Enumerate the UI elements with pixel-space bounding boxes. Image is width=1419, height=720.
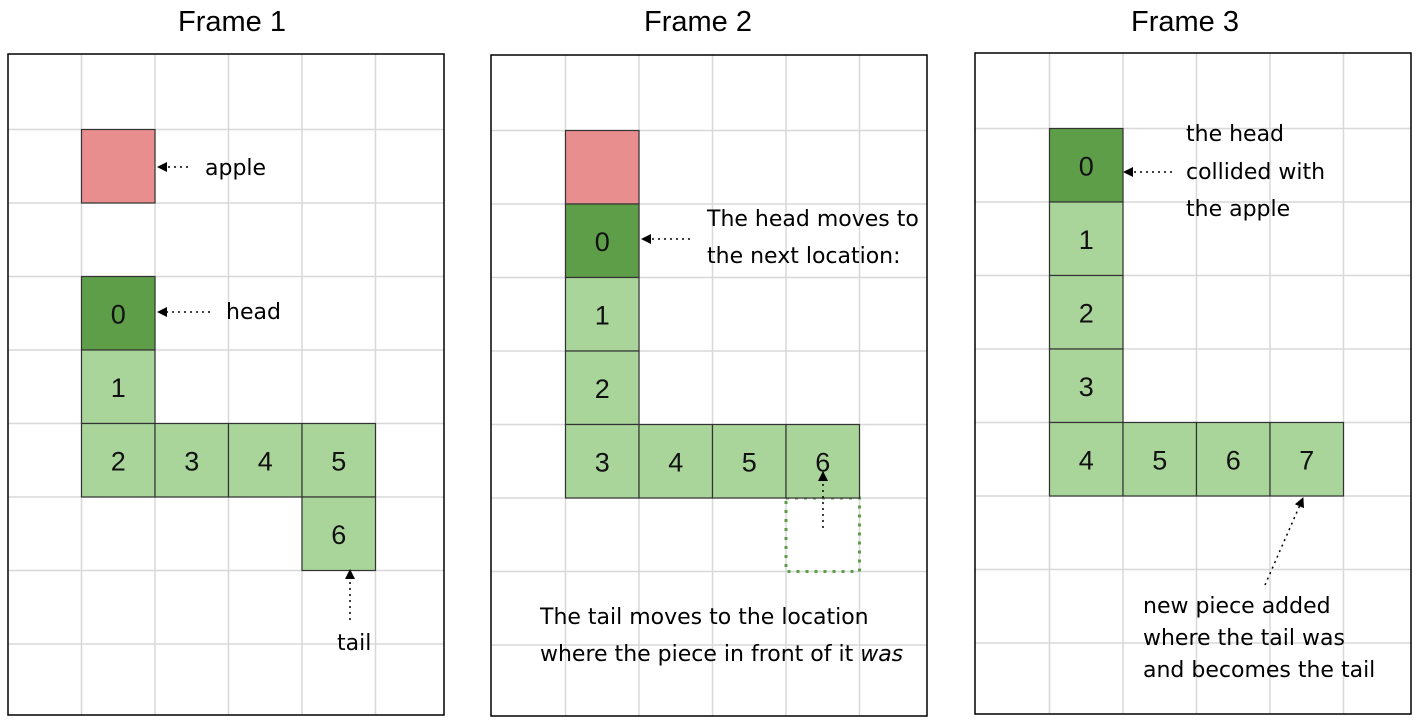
snake-body-cell-shape	[564, 350, 640, 426]
apple-cell	[564, 129, 640, 205]
snake-body-cell: 6	[301, 496, 377, 572]
head-label: head	[226, 300, 281, 325]
tail-moves-label-line-2: where the piece in front of it was	[540, 642, 903, 667]
segment-label: 6	[331, 520, 346, 550]
tail-moves-label-line-2-text: where the piece in front of it	[540, 642, 860, 667]
snake-body-cell: 4	[638, 423, 714, 499]
snake-body-cell: 1	[1048, 201, 1124, 277]
snake-body-cell: 5	[301, 422, 377, 498]
snake-body-cell: 5	[711, 423, 787, 499]
snake-body-cell: 4	[227, 422, 303, 498]
snake-body-cell-shape	[1048, 421, 1124, 497]
new-piece-arrow	[1264, 497, 1304, 586]
segment-label: 3	[1079, 372, 1094, 402]
frame-1-border	[7, 53, 445, 716]
snake-body-cell: 4	[1048, 421, 1124, 497]
segment-label: 2	[111, 446, 126, 476]
snake-body-cell: 2	[564, 350, 640, 426]
snake-body-cell-shape	[1195, 421, 1271, 497]
segment-label: 4	[668, 447, 683, 477]
frame-3-title: Frame 3	[1131, 6, 1239, 38]
segment-label: 4	[258, 446, 273, 476]
segment-label: 1	[111, 373, 126, 403]
segment-label: 6	[815, 447, 830, 477]
frame-1-panel: 0 1 2 3 4 5 6	[7, 53, 445, 716]
snake-head-cell: 0	[1048, 127, 1124, 203]
segment-label: 5	[1152, 445, 1167, 475]
snake-body-cell: 1	[564, 276, 640, 352]
snake-body-cell: 5	[1122, 421, 1198, 497]
snake-body-cell-shape	[1048, 274, 1124, 350]
snake-body-cell-shape	[564, 423, 640, 499]
snake-body-cell-shape	[711, 423, 787, 499]
new-piece-label-line-3: and becomes the tail	[1143, 658, 1375, 683]
frame-3-border	[974, 52, 1412, 715]
snake-head-cell-shape	[564, 203, 640, 279]
snake-body-cell-shape	[227, 422, 303, 498]
frame-2-title: Frame 2	[644, 6, 752, 38]
snake-body-cell: 7	[1269, 421, 1345, 497]
segment-label: 0	[111, 299, 126, 329]
snake-body-cell: 2	[1048, 274, 1124, 350]
snake-body-cell-shape	[154, 422, 230, 498]
segment-label: 3	[595, 447, 610, 477]
snake-body-cell: 3	[154, 422, 230, 498]
frame-1-title: Frame 1	[178, 6, 286, 38]
apple-cell	[80, 128, 156, 204]
snake-body-cell-shape	[1048, 201, 1124, 277]
snake-body-cell-shape	[80, 422, 156, 498]
tail-moves-label-emphasis: was	[860, 642, 903, 667]
segment-label: 0	[595, 227, 610, 257]
collision-label-line-2: collided with	[1186, 160, 1325, 185]
segment-label: 5	[331, 446, 346, 476]
head-moves-label-line-2: the next location:	[707, 244, 901, 269]
segment-label: 2	[1079, 298, 1094, 328]
frame-3-panel: 0 1 2 3 4 5 6 7	[974, 52, 1412, 715]
segment-label: 5	[742, 447, 757, 477]
segment-label: 2	[595, 374, 610, 404]
snake-body-cell: 6	[785, 423, 861, 499]
collision-label-line-3: the apple	[1186, 197, 1290, 222]
new-piece-label-line-2: where the tail was	[1143, 626, 1345, 651]
segment-label: 4	[1079, 445, 1094, 475]
segment-label: 1	[595, 300, 610, 330]
snake-body-cell-shape	[1048, 348, 1124, 424]
segment-label: 1	[1079, 225, 1094, 255]
segment-label: 7	[1299, 445, 1314, 475]
snake-body-cell: 3	[564, 423, 640, 499]
snake-body-cell: 6	[1195, 421, 1271, 497]
snake-body-cell: 2	[80, 422, 156, 498]
snake-body-cell: 3	[1048, 348, 1124, 424]
segment-label: 3	[184, 446, 199, 476]
tail-moves-label-line-1: The tail moves to the location	[539, 605, 869, 630]
snake-body-cell-shape	[564, 276, 640, 352]
snake-head-cell: 0	[80, 275, 156, 351]
segment-label: 6	[1226, 445, 1241, 475]
snake-body-cell-shape	[301, 496, 377, 572]
segment-label: 0	[1079, 151, 1094, 181]
tail-label: tail	[337, 631, 371, 656]
frame-1-grid	[8, 54, 444, 715]
snake-body-cell-shape	[638, 423, 714, 499]
frame-2-border	[490, 54, 928, 717]
snake-body-cell-shape	[1269, 421, 1345, 497]
snake-head-cell-shape	[1048, 127, 1124, 203]
head-moves-label-line-1: The head moves to	[706, 207, 919, 232]
new-piece-label-line-1: new piece added	[1143, 594, 1331, 619]
collision-label-line-1: the head	[1186, 122, 1284, 147]
snake-body-cell-shape	[301, 422, 377, 498]
snake-head-cell: 0	[564, 203, 640, 279]
apple-label: apple	[205, 156, 266, 181]
snake-body-cell: 1	[80, 349, 156, 425]
